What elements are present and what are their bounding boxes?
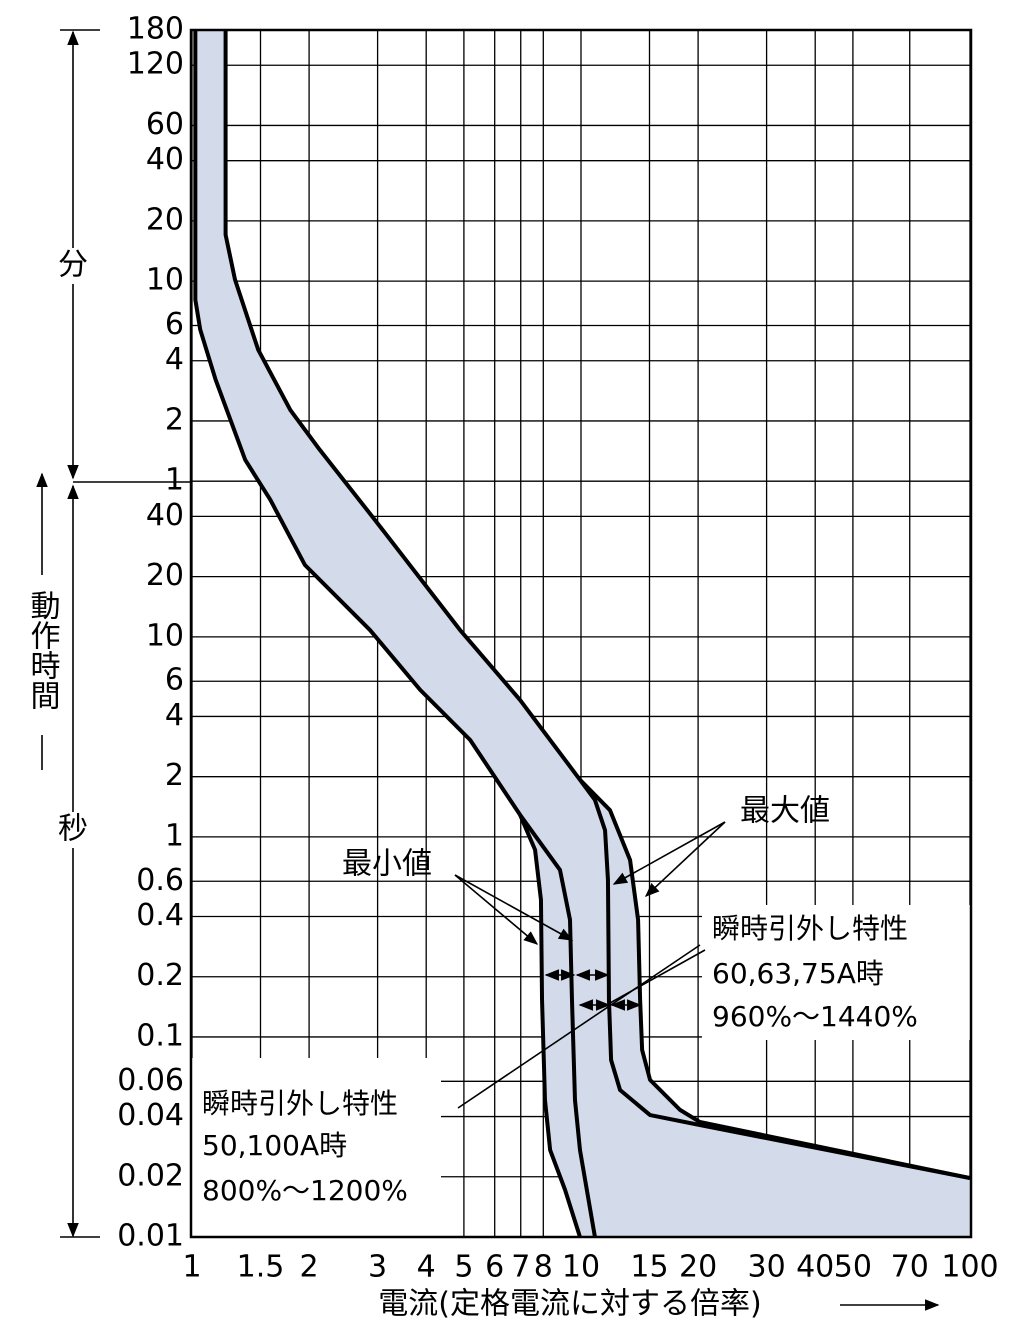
y-tick-label: 0.06 xyxy=(117,1063,184,1098)
x-tick-label: 40 xyxy=(796,1250,834,1285)
band xyxy=(195,30,971,1237)
y-tick-label: 180 xyxy=(127,12,184,47)
ticks: 1 1.5 2 3 4 5 6 7 8 10 15 20 30 40 50 70 1000.010.020.04… xyxy=(117,12,998,1285)
x-tick-label: 2 xyxy=(300,1250,319,1285)
band-fill xyxy=(195,30,971,1237)
x-tick-label: 8 xyxy=(534,1250,553,1285)
unit-label: 分 xyxy=(58,248,88,283)
curves xyxy=(193,30,971,1238)
annotation: 60,63,75A時 xyxy=(712,957,884,990)
annotation: 瞬時引外し特性 xyxy=(712,912,908,945)
x-tick-label: 10 xyxy=(562,1250,600,1285)
y-tick-label: 60 xyxy=(146,107,184,142)
x-axis-label: 電流(定格電流に対する倍率) xyxy=(378,1287,761,1322)
y-tick-label: 20 xyxy=(146,202,184,237)
annotation: 最小値 xyxy=(342,847,432,882)
x-tick-label: 50 xyxy=(834,1250,872,1285)
y-tick-label: 40 xyxy=(146,142,184,177)
y-tick-label: 0.4 xyxy=(136,898,184,933)
curve xyxy=(578,778,971,1181)
y-tick-label: 2 xyxy=(165,758,184,793)
y-tick-label: 0.04 xyxy=(117,1098,184,1133)
annotation: 最大値 xyxy=(740,794,830,829)
annotation: 800%～1200% xyxy=(202,1174,408,1207)
curve xyxy=(518,813,597,1238)
x-tick-label: 15 xyxy=(630,1250,668,1285)
annotation: 瞬時引外し特性 xyxy=(202,1087,398,1120)
note-box xyxy=(191,1058,441,1236)
y-tick-label: 4 xyxy=(165,342,184,377)
y-tick-label: 6 xyxy=(165,307,184,342)
annotation: 960%～1440% xyxy=(712,1000,918,1033)
y-tick-label: 0.01 xyxy=(117,1219,184,1254)
note-box xyxy=(702,905,970,1040)
frame xyxy=(189,28,973,1239)
y-tick-label: 10 xyxy=(146,618,184,653)
y-tick-label: 2 xyxy=(165,402,184,437)
x-tick-label: 100 xyxy=(941,1250,998,1285)
label-bg xyxy=(55,812,91,848)
y-tick-label: 20 xyxy=(146,558,184,593)
y-axis-label: 動作時間 xyxy=(25,590,60,710)
y-tick-label: 10 xyxy=(146,263,184,298)
y-tick-label: 0.1 xyxy=(136,1018,184,1053)
x-tick-label: 70 xyxy=(891,1250,929,1285)
y-tick-label: 0.02 xyxy=(117,1158,184,1193)
y-tick-label: 120 xyxy=(127,47,184,82)
x-tick-label: 5 xyxy=(454,1250,473,1285)
annotation: 50,100A時 xyxy=(202,1129,347,1162)
unit-label: 秒 xyxy=(58,812,88,847)
x-tick-label: 3 xyxy=(368,1250,387,1285)
label-bg xyxy=(55,248,91,284)
y-tick-label: 0.6 xyxy=(136,863,184,898)
curve xyxy=(223,30,971,1181)
y-tick-label: 40 xyxy=(146,498,184,533)
x-tick-label: 7 xyxy=(511,1250,530,1285)
x-tick-label: 1 xyxy=(182,1250,201,1285)
x-tick-label: 30 xyxy=(748,1250,786,1285)
y-tick-label: 1 xyxy=(165,818,184,853)
x-tick-label: 6 xyxy=(485,1250,504,1285)
y-tick-label: 1 xyxy=(165,463,184,498)
y-tick-label: 4 xyxy=(165,698,184,733)
y-tick-label: 0.2 xyxy=(136,958,184,993)
curve xyxy=(193,30,582,1238)
x-tick-label: 1.5 xyxy=(237,1250,285,1285)
x-tick-label: 20 xyxy=(679,1250,717,1285)
y-tick-label: 6 xyxy=(165,663,184,698)
x-tick-label: 4 xyxy=(417,1250,436,1285)
